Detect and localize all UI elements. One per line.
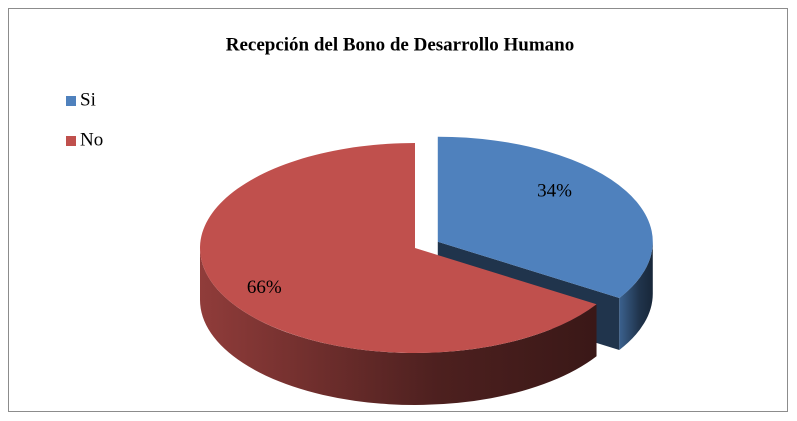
- legend-swatch: [66, 136, 76, 146]
- slice: [437, 136, 653, 298]
- slice: [199, 143, 597, 353]
- legend-label: No: [80, 129, 103, 150]
- data-label: 34%: [537, 181, 572, 202]
- data-label: 66%: [247, 277, 282, 298]
- legend-label: Si: [80, 89, 96, 110]
- slice-side: [619, 241, 653, 350]
- legend-swatch: [66, 96, 76, 106]
- slice-side: [200, 248, 597, 405]
- chart-title: Recepción del Bono de Desarrollo Humano: [226, 34, 575, 55]
